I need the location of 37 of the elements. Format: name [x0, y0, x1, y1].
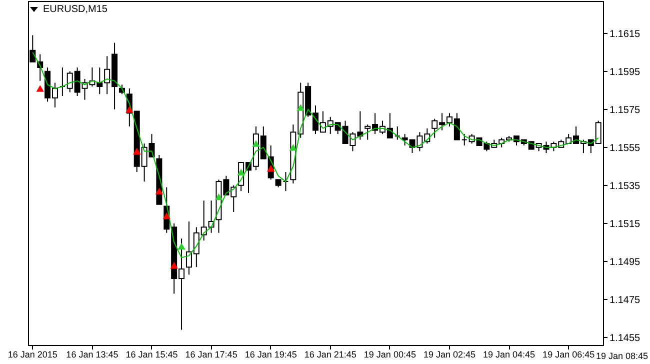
chart-title: EURUSD,M15: [43, 4, 108, 15]
y-tick-label: 1.1615: [610, 28, 641, 40]
y-tick-label: 1.1555: [610, 142, 641, 154]
point: [289, 144, 298, 151]
x-tick-label: 16 Jan 17:45: [185, 350, 238, 360]
x-tick-label: 19 Jan 00:45: [364, 350, 416, 360]
point: [36, 85, 44, 92]
x-tick-label: 16 Jan 21:45: [304, 350, 356, 360]
y-tick-label: 1.1535: [610, 180, 641, 192]
text: 19 Jan 08:45: [596, 351, 648, 361]
point: [162, 212, 171, 220]
x-tick-label: 16 Jan 15:45: [126, 350, 178, 360]
x-tick-label: 19 Jan 04:45: [483, 350, 536, 360]
point: [252, 140, 260, 147]
x-tick-label: 19 Jan 02:45: [423, 350, 476, 360]
x-tick-label: 19 Jan 06:45: [542, 350, 595, 360]
y-tick-label: 1.1495: [610, 256, 641, 268]
x-tick-label: 16 Jan 13:45: [66, 350, 118, 360]
x-tick-label: 16 Jan 2015: [8, 350, 58, 360]
point: [214, 193, 223, 200]
point: [170, 262, 178, 269]
candlestick: [394, 126, 400, 140]
point: [296, 104, 304, 111]
point: [237, 168, 245, 176]
point: [155, 188, 164, 194]
y-tick-label: 1.1595: [610, 66, 641, 78]
candlestick: [59, 67, 66, 97]
point: [266, 164, 275, 172]
candlestick: [461, 134, 468, 146]
y-tick-label: 1.1455: [610, 332, 641, 344]
y-tick-label: 1.1475: [610, 294, 641, 306]
point: [132, 148, 141, 154]
x-tick-label: 16 Jan 19:45: [244, 350, 297, 360]
y-tick-label: 1.1515: [610, 218, 641, 230]
point: [126, 106, 134, 113]
y-tick-label: 1.1575: [610, 104, 641, 116]
point: [178, 242, 186, 250]
